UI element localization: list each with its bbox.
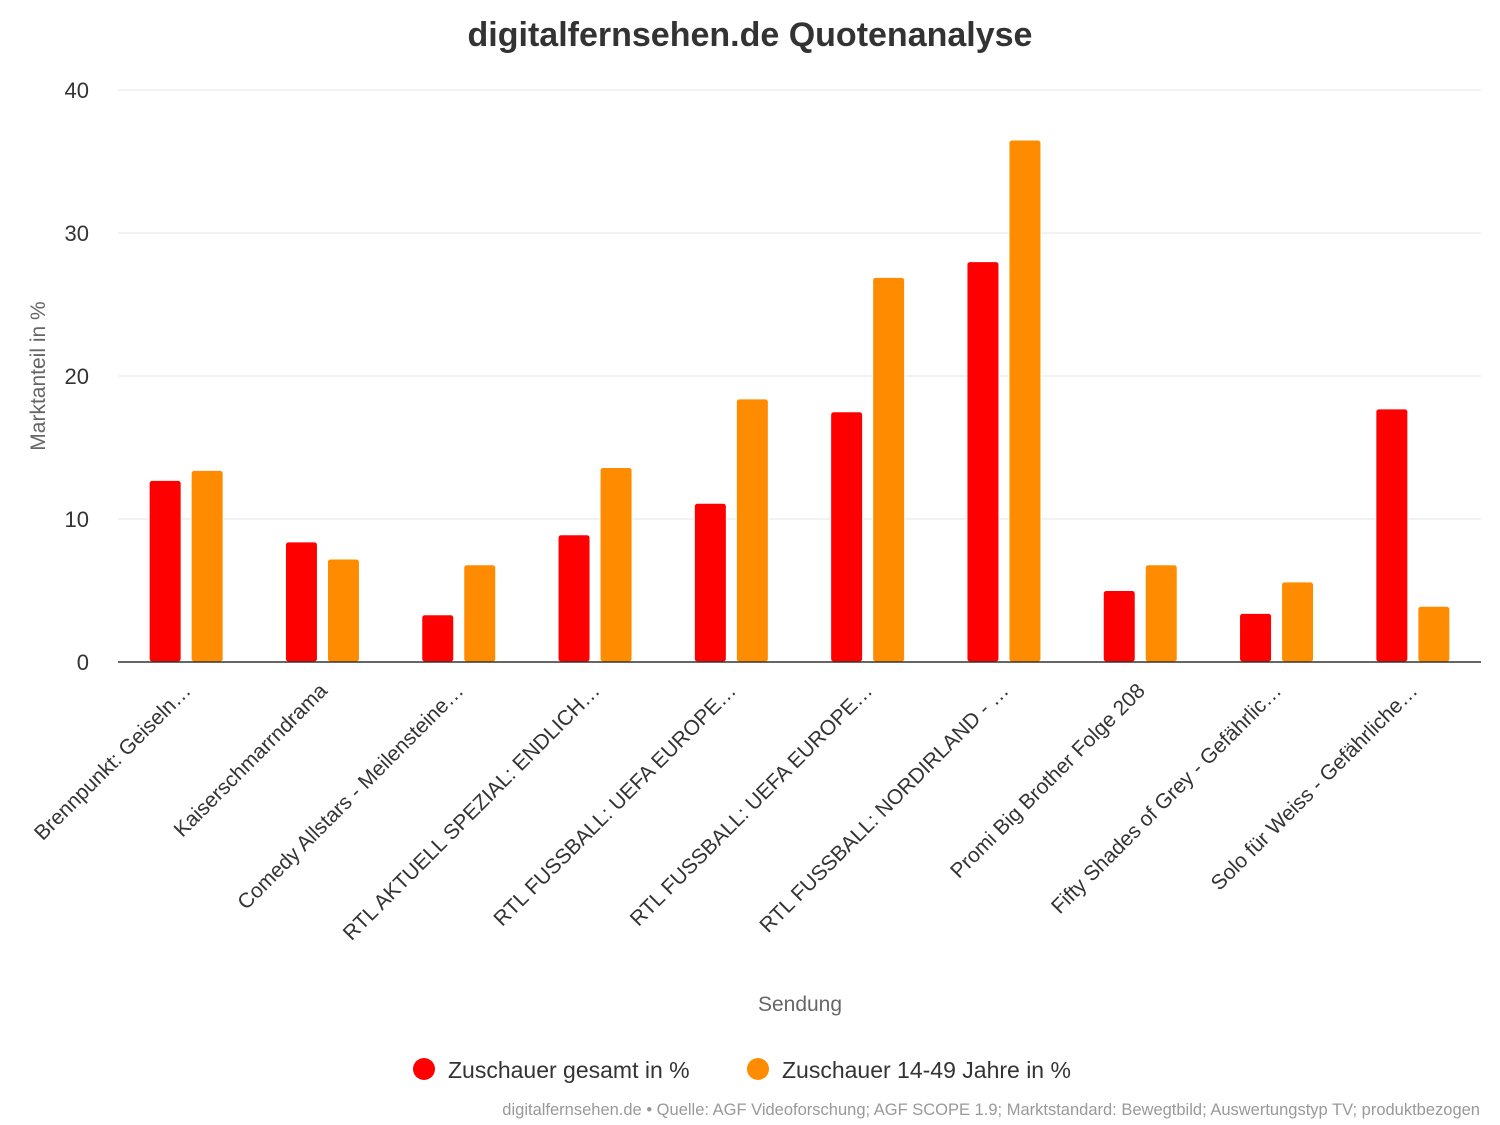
bar-14-49[interactable] [872, 276, 906, 663]
bar-14-49[interactable] [190, 469, 224, 663]
bar-14-49[interactable] [1144, 564, 1178, 663]
gridlines [118, 89, 1481, 520]
legend-item-gesamt[interactable]: Zuschauer gesamt in % [413, 1057, 690, 1083]
bar-gesamt[interactable] [966, 261, 1000, 663]
bar-gesamt[interactable] [1239, 612, 1273, 663]
x-tick-label: RTL AKTUELL SPEZIAL: ENDLICH… [339, 679, 605, 945]
x-tick-label: RTL FUSSBALL: UEFA EUROPE… [626, 679, 877, 930]
bar-14-49[interactable] [1281, 581, 1315, 663]
bar-14-49[interactable] [326, 558, 360, 663]
bar-14-49[interactable] [1417, 605, 1451, 663]
bar-gesamt[interactable] [1375, 408, 1409, 663]
x-tick-label: RTL FUSSBALL: NORDIRLAND - … [755, 679, 1013, 937]
x-tick-label: Brennpunkt: Geiseln… [30, 679, 196, 845]
bar-gesamt[interactable] [284, 541, 318, 663]
bar-14-49[interactable] [463, 564, 497, 663]
x-tick-label: Kaiserschmarrndrama [170, 679, 333, 842]
legend-marker-14-49 [747, 1058, 769, 1080]
y-tick-label: 20 [65, 364, 89, 389]
bar-gesamt[interactable] [148, 479, 182, 663]
chart-title: digitalfernsehen.de Quotenanalyse [468, 16, 1033, 54]
legend-label-14-49: Zuschauer 14-49 Jahre in % [782, 1057, 1071, 1083]
x-axis-label: Sendung [758, 993, 842, 1016]
bar-gesamt[interactable] [421, 614, 455, 663]
legend-label-gesamt: Zuschauer gesamt in % [448, 1057, 690, 1083]
y-tick-label: 0 [77, 650, 89, 675]
legend-item-14-49[interactable]: Zuschauer 14-49 Jahre in % [747, 1057, 1071, 1083]
x-tick-label: Comedy Allstars - Meilensteine… [233, 679, 468, 914]
bar-14-49[interactable] [735, 398, 769, 663]
x-tick-label: RTL FUSSBALL: UEFA EUROPE… [489, 679, 740, 930]
y-tick-label: 40 [65, 78, 89, 103]
bar-gesamt[interactable] [693, 502, 727, 663]
chart-credits[interactable]: digitalfernsehen.de • Quelle: AGF Videof… [502, 1101, 1480, 1119]
y-tick-label: 10 [65, 507, 89, 532]
x-tick-label: Fifty Shades of Grey - Gefährlic… [1047, 679, 1286, 918]
y-tick-label: 30 [65, 221, 89, 246]
bar-gesamt[interactable] [1102, 590, 1136, 663]
x-axis-ticks: Brennpunkt: Geiseln…KaiserschmarrndramaC… [30, 679, 1422, 945]
bar-14-49[interactable] [1008, 139, 1042, 663]
bar-gesamt[interactable] [830, 411, 864, 663]
bar-gesamt[interactable] [557, 534, 591, 663]
legend-marker-gesamt [413, 1058, 435, 1080]
bar-14-49[interactable] [599, 467, 633, 663]
y-axis-ticks: 0 10 20 30 40 [65, 78, 89, 675]
y-axis-label: Marktanteil in % [27, 301, 50, 450]
bars [148, 139, 1451, 663]
legend: Zuschauer gesamt in % Zuschauer 14-49 Ja… [413, 1057, 1071, 1083]
